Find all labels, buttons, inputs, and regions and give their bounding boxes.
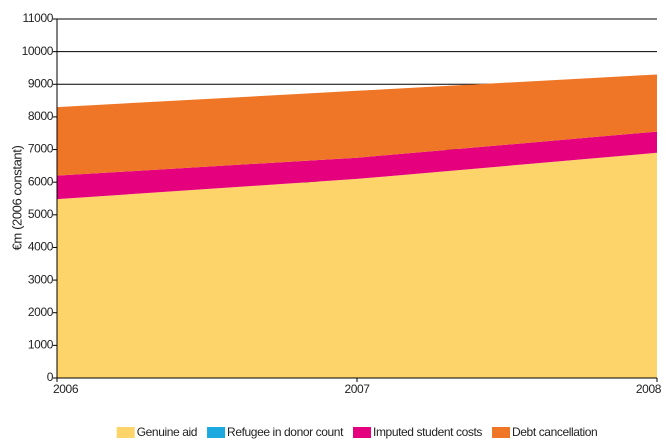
- legend: Genuine aid Refugee in donor count Imputed…: [116, 425, 598, 439]
- y-tick-label: 2000: [28, 305, 54, 319]
- y-tick-label: 0: [47, 370, 54, 384]
- legend-swatch: [116, 427, 135, 438]
- area: [57, 152, 657, 378]
- legend-label: Debt cancellation: [512, 425, 597, 439]
- legend-swatch: [353, 427, 372, 438]
- x-tick-label: 2008: [636, 382, 662, 396]
- y-tick-label: 6000: [28, 174, 54, 188]
- y-tick-label: 5000: [28, 207, 54, 221]
- x-tick-label: 2007: [344, 382, 370, 396]
- y-tick-label: 7000: [28, 142, 54, 156]
- y-tick-label: 10000: [22, 44, 54, 58]
- y-axis-label: €m (2006 constant): [9, 146, 24, 251]
- legend-swatch: [207, 427, 226, 438]
- x-tick-label: 2006: [53, 382, 79, 396]
- y-tick-label: 11000: [23, 11, 54, 25]
- area: [57, 74, 657, 176]
- y-tick-label: 4000: [28, 240, 54, 254]
- legend-label: Genuine aid: [137, 425, 197, 439]
- y-tick-label: 3000: [28, 272, 54, 286]
- legend-swatch: [492, 427, 511, 438]
- legend-label: Imputed student costs: [373, 425, 482, 439]
- area: [57, 131, 657, 200]
- legend-label: Refugee in donor count: [227, 425, 344, 439]
- y-tick-label: 8000: [28, 109, 54, 123]
- y-tick-label: 9000: [28, 76, 54, 90]
- y-tick-label: 1000: [28, 338, 54, 352]
